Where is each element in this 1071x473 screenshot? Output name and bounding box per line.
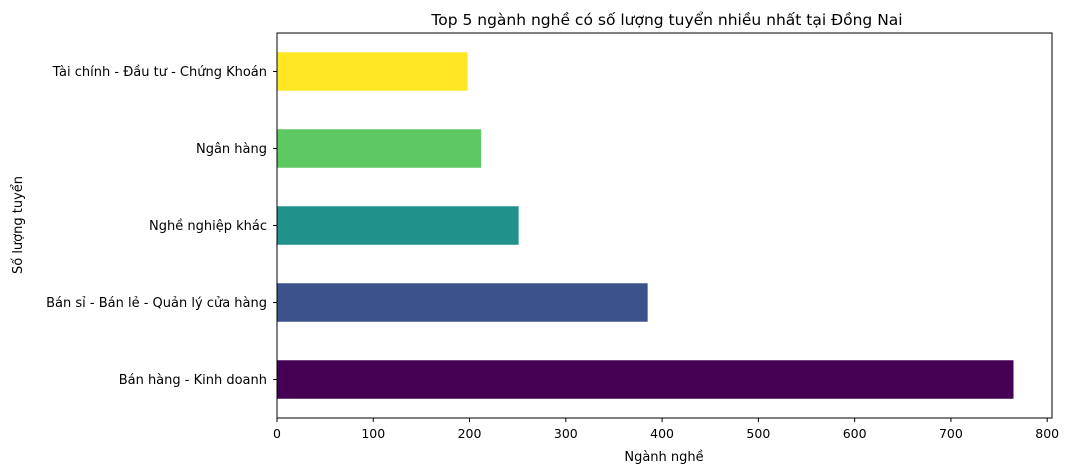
x-tick-label: 100 (361, 426, 385, 441)
x-tick-label: 300 (554, 426, 578, 441)
x-tick-label: 500 (746, 426, 770, 441)
bar (277, 283, 648, 322)
y-tick-label: Nghề nghiệp khác (149, 219, 267, 234)
bar (277, 52, 468, 91)
plot-area: Bán hàng - Kinh doanh Bán sỉ - Bán lẻ - Q… (46, 52, 1059, 441)
x-axis-label: Ngành nghề (624, 450, 703, 465)
plot-frame (276, 32, 1053, 419)
x-tick-label: 0 (273, 426, 281, 441)
x-tick-label: 600 (843, 426, 867, 441)
y-axis-label: Số lượng tuyển (11, 176, 26, 274)
x-tick-label: 800 (1035, 426, 1059, 441)
x-tick-label: 400 (650, 426, 674, 441)
x-tick-label: 700 (939, 426, 963, 441)
y-tick-label: Tài chính - Đầu tư - Chứng Khoán (52, 65, 267, 80)
chart-title: Top 5 ngành nghề có số lượng tuyển nhiều… (430, 11, 902, 29)
bar (277, 360, 1014, 399)
y-tick-label: Bán hàng - Kinh doanh (119, 373, 267, 388)
x-tick-label: 200 (458, 426, 482, 441)
bar (277, 129, 482, 168)
bar (277, 206, 519, 245)
y-tick-label: Ngân hàng (196, 142, 267, 157)
y-tick-label: Bán sỉ - Bán lẻ - Quản lý cửa hàng (46, 296, 267, 311)
